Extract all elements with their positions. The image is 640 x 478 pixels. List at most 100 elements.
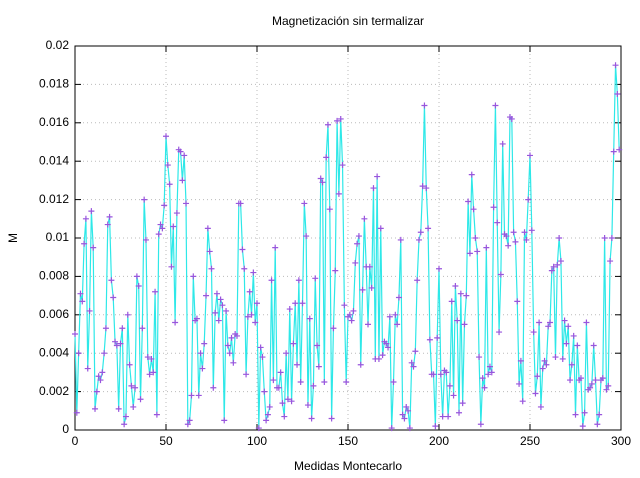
- data-point: [503, 233, 510, 240]
- data-point: [408, 359, 415, 366]
- data-point: [528, 227, 535, 234]
- data-point: [452, 283, 459, 289]
- data-point: [550, 263, 557, 270]
- data-point: [587, 384, 594, 391]
- data-point: [268, 277, 275, 284]
- data-point: [419, 183, 426, 190]
- data-point: [193, 315, 200, 322]
- data-point: [457, 290, 464, 297]
- data-point: [135, 283, 142, 289]
- data-point: [395, 294, 402, 301]
- data-point: [508, 115, 515, 122]
- data-point: [446, 382, 453, 389]
- data-point: [314, 342, 321, 349]
- data-point: [386, 313, 393, 320]
- data-point: [270, 377, 277, 384]
- data-point: [556, 235, 563, 241]
- data-point: [303, 233, 310, 240]
- data-point: [210, 384, 217, 391]
- data-point: [286, 306, 293, 313]
- data-point: [173, 210, 180, 217]
- data-point: [417, 229, 424, 236]
- data-point: [466, 250, 473, 257]
- data-point: [612, 62, 619, 69]
- data-point: [292, 300, 299, 307]
- data-point: [394, 321, 401, 328]
- data-point: [79, 298, 86, 305]
- data-point: [272, 244, 279, 251]
- data-point: [88, 208, 95, 215]
- data-point: [82, 215, 89, 222]
- data-point: [539, 365, 546, 372]
- data-point: [523, 236, 530, 243]
- data-point: [377, 225, 384, 232]
- data-point: [583, 319, 590, 326]
- data-point: [275, 384, 282, 391]
- data-point: [243, 371, 250, 378]
- data-point: [281, 413, 288, 420]
- data-point: [599, 375, 606, 382]
- data-point: [77, 290, 84, 297]
- data-point: [456, 409, 463, 416]
- data-point: [365, 321, 372, 328]
- data-point: [514, 298, 521, 305]
- data-point: [141, 196, 148, 203]
- data-point: [497, 271, 504, 278]
- data-point: [472, 235, 479, 241]
- data-point: [607, 258, 614, 265]
- data-point: [122, 413, 129, 420]
- data-point: [212, 309, 219, 316]
- data-point: [306, 315, 313, 322]
- data-point: [244, 313, 251, 320]
- x-tick-label: 0: [72, 434, 79, 448]
- data-point: [132, 384, 139, 391]
- data-point: [190, 273, 197, 280]
- data-point: [254, 300, 260, 307]
- data-point: [445, 413, 452, 420]
- data-point: [476, 354, 483, 361]
- data-point: [133, 273, 140, 280]
- data-point: [186, 417, 193, 424]
- y-tick-label: 0.004: [39, 345, 69, 359]
- data-point: [496, 329, 503, 336]
- data-point: [321, 379, 328, 385]
- data-point: [375, 355, 382, 362]
- data-point: [199, 365, 206, 372]
- data-point: [319, 179, 326, 186]
- data-point: [559, 355, 566, 362]
- data-point: [590, 342, 597, 349]
- data-point: [525, 196, 532, 203]
- data-point: [241, 265, 248, 272]
- data-point: [552, 354, 559, 361]
- data-point: [328, 415, 335, 422]
- data-point: [561, 317, 568, 324]
- data-point: [410, 363, 417, 370]
- y-tick-label: 0: [62, 422, 69, 436]
- data-point: [115, 405, 122, 412]
- data-point: [279, 400, 286, 407]
- data-point: [437, 371, 444, 378]
- data-point: [368, 284, 375, 291]
- data-point: [246, 288, 253, 295]
- data-point: [201, 340, 208, 347]
- data-point: [337, 115, 344, 122]
- data-point: [290, 340, 297, 347]
- data-point: [230, 359, 237, 366]
- data-point: [492, 102, 499, 109]
- data-point: [568, 361, 575, 368]
- data-point: [170, 223, 177, 230]
- data-point: [399, 411, 406, 418]
- data-point: [92, 405, 99, 412]
- data-point: [426, 336, 433, 343]
- data-point: [343, 379, 350, 385]
- data-point: [461, 321, 468, 328]
- data-point: [430, 371, 437, 378]
- data-point: [294, 361, 301, 368]
- data-point: [439, 413, 446, 420]
- data-point: [84, 365, 91, 372]
- data-point: [104, 221, 111, 228]
- data-point: [534, 373, 541, 380]
- data-point: [277, 369, 284, 376]
- data-point: [144, 354, 151, 361]
- data-point: [113, 342, 120, 349]
